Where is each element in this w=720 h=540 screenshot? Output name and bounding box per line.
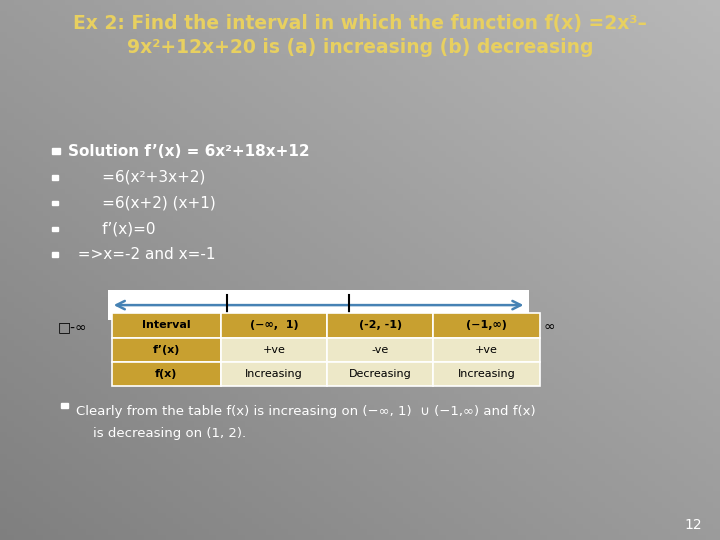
Bar <box>221 313 327 338</box>
Text: Solution f’(x) = 6x²+18x+12: Solution f’(x) = 6x²+18x+12 <box>68 144 310 159</box>
Bar <box>433 362 539 386</box>
Bar <box>112 313 221 338</box>
Bar <box>112 338 221 362</box>
Bar <box>52 148 60 154</box>
Text: (−1,∞): (−1,∞) <box>466 320 507 330</box>
Text: 12: 12 <box>685 518 702 532</box>
Bar <box>52 226 58 231</box>
Text: Interval: Interval <box>142 320 191 330</box>
Text: (−∞,  1): (−∞, 1) <box>250 320 298 330</box>
Text: +ve: +ve <box>263 345 285 355</box>
Text: Clearly from the table f(x) is increasing on (−∞, 1)  ∪ (−1,∞) and f(x): Clearly from the table f(x) is increasin… <box>76 405 535 418</box>
Text: f(x): f(x) <box>155 369 177 379</box>
Text: =6(x+2) (x+1): =6(x+2) (x+1) <box>68 195 216 211</box>
Text: =>x=-2 and x=-1: =>x=-2 and x=-1 <box>68 247 216 262</box>
Text: +ve: +ve <box>475 345 498 355</box>
Bar <box>221 362 327 386</box>
Text: =6(x²+3x+2): =6(x²+3x+2) <box>68 170 206 185</box>
Bar <box>433 338 539 362</box>
Bar <box>52 200 58 205</box>
Text: □-∞: □-∞ <box>58 320 87 334</box>
Bar <box>221 338 327 362</box>
Bar <box>327 362 433 386</box>
Bar <box>61 403 68 408</box>
Bar <box>433 313 539 338</box>
Text: -2: -2 <box>217 320 236 338</box>
Bar <box>327 338 433 362</box>
Bar <box>327 313 433 338</box>
Bar <box>108 290 529 320</box>
Bar <box>52 175 58 179</box>
Text: Decreasing: Decreasing <box>348 369 412 379</box>
Text: (-2, -1): (-2, -1) <box>359 320 402 330</box>
Text: Increasing: Increasing <box>245 369 303 379</box>
Text: is decreasing on (1, 2).: is decreasing on (1, 2). <box>76 427 246 440</box>
Text: f’(x)=0: f’(x)=0 <box>68 221 156 237</box>
Bar <box>112 362 221 386</box>
Text: -ve: -ve <box>372 345 389 355</box>
Text: -1: -1 <box>340 320 359 338</box>
Text: f’(x): f’(x) <box>153 345 180 355</box>
Text: Ex 2: Find the interval in which the function f(x) =2x³–
9x²+12x+20 is (a) incre: Ex 2: Find the interval in which the fun… <box>73 14 647 57</box>
Text: ∞: ∞ <box>544 320 555 334</box>
Bar <box>52 252 58 257</box>
Text: Increasing: Increasing <box>458 369 516 379</box>
